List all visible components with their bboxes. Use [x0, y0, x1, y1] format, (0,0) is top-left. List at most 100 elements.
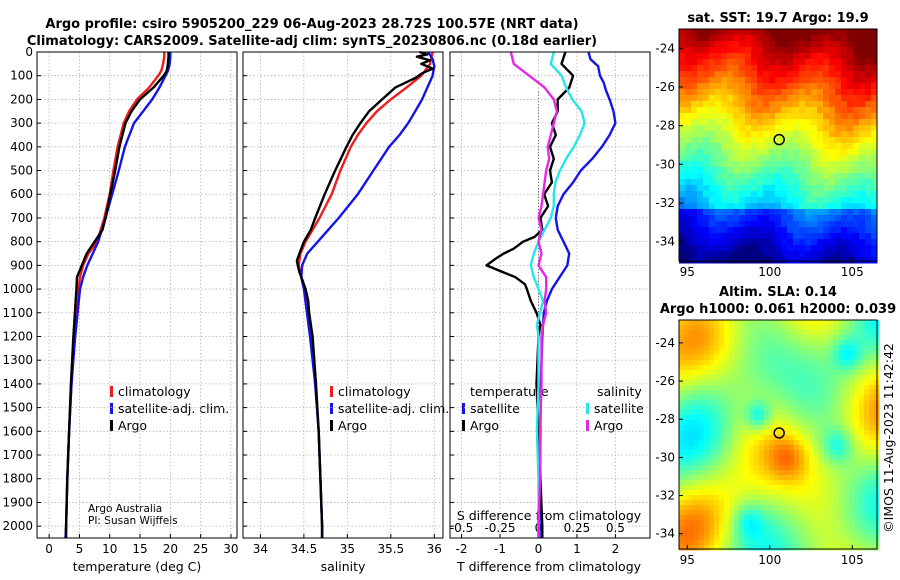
heatmap-cell: [703, 197, 710, 204]
legend-sal-argo-label: Argo: [594, 418, 623, 433]
heatmap-cell: [779, 405, 785, 411]
heatmap-cell: [759, 380, 765, 386]
heatmap-cell: [729, 445, 735, 451]
heatmap-cell: [789, 455, 795, 461]
heatmap-cell: [871, 113, 878, 120]
heatmap-cell: [871, 83, 878, 90]
heatmap-cell: [724, 400, 730, 406]
heatmap-cell: [809, 415, 815, 421]
heatmap-cell: [854, 460, 860, 466]
heatmap-cell: [721, 65, 728, 72]
heatmap-cell: [751, 83, 758, 90]
heatmap-cell: [847, 197, 854, 204]
heatmap-cell: [853, 197, 860, 204]
heatmap-cell: [839, 535, 845, 541]
heatmap-cell: [739, 89, 746, 96]
heatmap-cell: [724, 430, 730, 436]
heatmap-cell: [724, 490, 730, 496]
heatmap-cell: [774, 415, 780, 421]
heatmap-cell: [764, 390, 770, 396]
heatmap-cell: [811, 149, 818, 156]
heatmap-cell: [775, 155, 782, 162]
heatmap-cell: [685, 125, 692, 132]
heatmap-cell: [794, 375, 800, 381]
heatmap-cell: [869, 400, 875, 406]
heatmap-cell: [729, 470, 735, 476]
heatmap-cell: [864, 355, 870, 361]
heatmap-cell: [789, 385, 795, 391]
heatmap-cell: [733, 251, 740, 258]
heatmap-cell: [834, 500, 840, 506]
heatmap-cell: [775, 119, 782, 126]
heatmap-cell: [819, 345, 825, 351]
heatmap-cell: [685, 179, 692, 186]
heatmap-cell: [871, 101, 878, 108]
heatmap-cell: [849, 425, 855, 431]
heatmap-cell: [849, 375, 855, 381]
heatmap-cell: [811, 173, 818, 180]
heatmap-cell: [794, 370, 800, 376]
heatmap-cell: [804, 440, 810, 446]
heatmap-cell: [739, 233, 746, 240]
heatmap-cell: [849, 535, 855, 541]
heatmap-cell: [853, 215, 860, 222]
heatmap-cell: [829, 435, 835, 441]
heatmap-cell: [799, 530, 805, 536]
heatmap-cell: [699, 370, 705, 376]
heatmap-cell: [751, 149, 758, 156]
y-tick-label: -28: [655, 412, 675, 426]
heatmap-cell: [759, 350, 765, 356]
heatmap-cell: [775, 227, 782, 234]
heatmap-cell: [764, 425, 770, 431]
heatmap-cell: [824, 455, 830, 461]
heatmap-cell: [799, 420, 805, 426]
heatmap-cell: [841, 185, 848, 192]
heatmap-cell: [714, 470, 720, 476]
heatmap-cell: [834, 460, 840, 466]
heatmap-cell: [714, 345, 720, 351]
heatmap-cell: [719, 465, 725, 471]
heatmap-cell: [724, 500, 730, 506]
heatmap-cell: [699, 495, 705, 501]
heatmap-cell: [715, 143, 722, 150]
heatmap-cell: [779, 390, 785, 396]
heatmap-cell: [804, 450, 810, 456]
heatmap-cell: [759, 435, 765, 441]
heatmap-cell: [759, 490, 765, 496]
heatmap-cell: [799, 125, 806, 132]
heatmap-cell: [864, 365, 870, 371]
heatmap-cell: [769, 415, 775, 421]
heatmap-cell: [799, 335, 805, 341]
heatmap-cell: [745, 119, 752, 126]
heatmap-cell: [729, 410, 735, 416]
heatmap-cell: [733, 47, 740, 54]
heatmap-cell: [689, 355, 695, 361]
heatmap-cell: [739, 515, 745, 521]
heatmap-cell: [759, 530, 765, 536]
heatmap-cell: [789, 435, 795, 441]
y-tick-label: 400: [10, 140, 33, 154]
heatmap-cell: [793, 191, 800, 198]
heatmap-cell: [811, 41, 818, 48]
heatmap-cell: [839, 485, 845, 491]
heatmap-cell: [724, 375, 730, 381]
heatmap-cell: [739, 475, 745, 481]
sst-map-panel: sat. SST: 19.7 Argo: 19.9 95 100 105-24-26…: [655, 11, 878, 279]
heatmap-cell: [871, 89, 878, 96]
heatmap-cell: [739, 400, 745, 406]
heatmap-cell: [805, 233, 812, 240]
heatmap-cell: [834, 335, 840, 341]
heatmap-cell: [751, 197, 758, 204]
heatmap-cell: [769, 155, 776, 162]
heatmap-cell: [709, 350, 715, 356]
heatmap-cell: [811, 29, 818, 36]
heatmap-cell: [679, 125, 686, 132]
heatmap-cell: [739, 251, 746, 258]
heatmap-cell: [724, 415, 730, 421]
heatmap-cell: [684, 400, 690, 406]
heatmap-cell: [719, 495, 725, 501]
heatmap-cell: [739, 480, 745, 486]
heatmap-cell: [694, 410, 700, 416]
heatmap-cell: [865, 83, 872, 90]
heatmap-cell: [844, 420, 850, 426]
